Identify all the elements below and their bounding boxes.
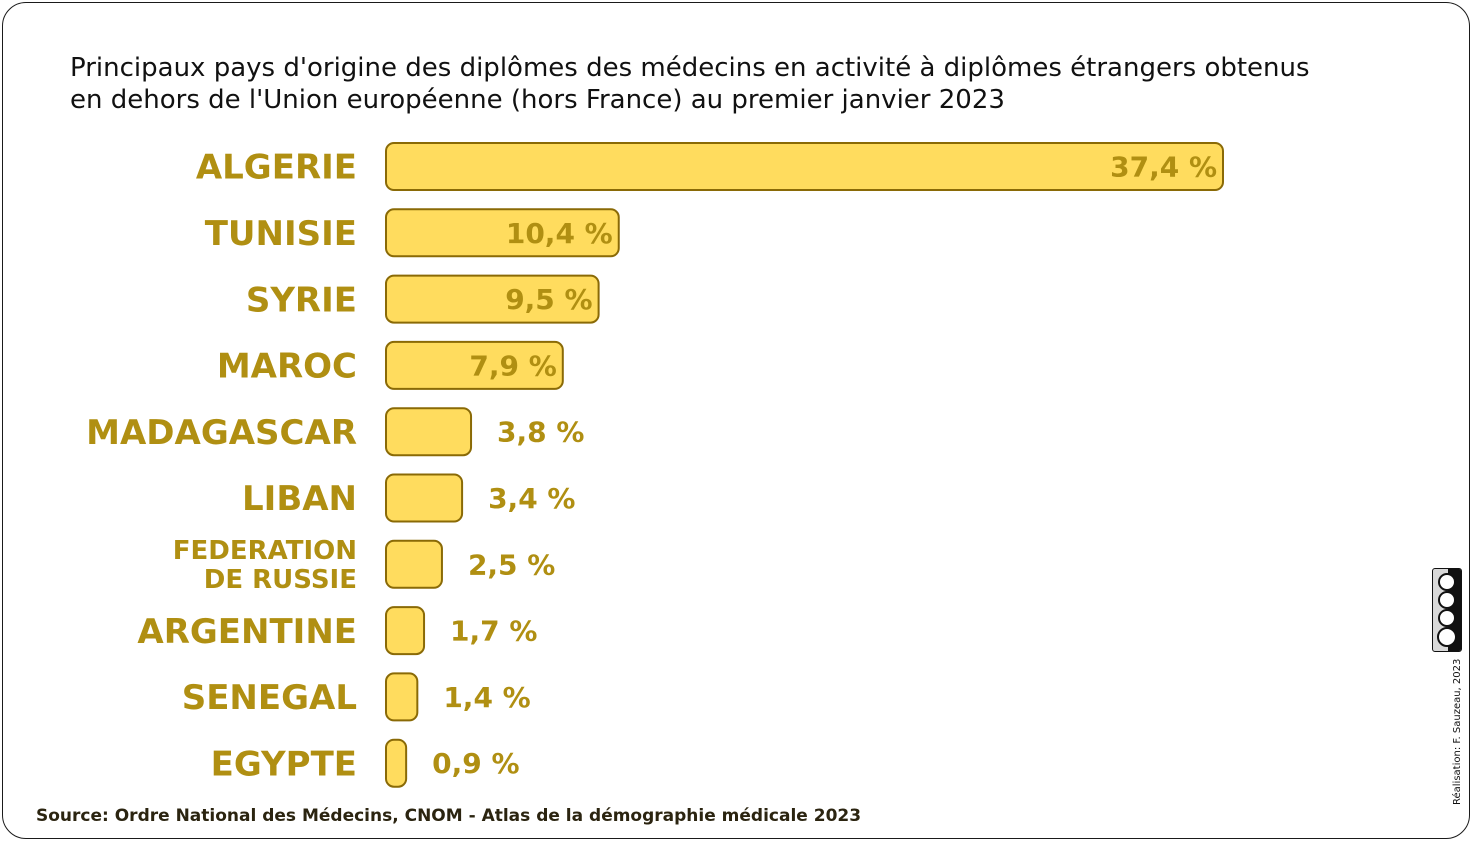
category-label-2: SYRIE — [246, 280, 357, 320]
cc-by-nc-sa-icon — [1432, 568, 1462, 652]
category-label-0: ALGERIE — [196, 148, 357, 188]
bar-1 — [385, 208, 620, 258]
bar-4 — [385, 407, 473, 457]
category-label-1: TUNISIE — [205, 214, 357, 254]
category-label-9: EGYPTE — [211, 744, 357, 784]
value-label-7: 1,7 % — [450, 615, 537, 648]
bar-2 — [385, 274, 600, 324]
category-label-3: MAROC — [217, 347, 357, 387]
bar-5 — [385, 473, 464, 523]
value-label-3: 7,9 % — [469, 349, 556, 382]
bar-3 — [385, 340, 564, 390]
value-label-2: 9,5 % — [505, 283, 592, 316]
category-label-8: SENEGAL — [182, 678, 357, 718]
source-note: Source: Ordre National des Médecins, CNO… — [36, 806, 862, 826]
value-label-8: 1,4 % — [443, 681, 530, 714]
value-label-9: 0,9 % — [432, 747, 519, 780]
value-label-5: 3,4 % — [488, 482, 575, 515]
bar-7 — [385, 606, 426, 656]
bar-9 — [385, 738, 408, 788]
category-label-5: LIBAN — [242, 479, 357, 519]
category-label-6: FEDERATION DE RUSSIE — [173, 536, 357, 595]
category-label-4: MADAGASCAR — [86, 413, 357, 453]
value-label-0: 37,4 % — [1110, 151, 1217, 184]
category-label-7: ARGENTINE — [137, 612, 357, 652]
value-label-6: 2,5 % — [468, 548, 555, 581]
value-label-1: 10,4 % — [506, 217, 613, 250]
author-credit: Réalisation: F. Sauzeau, 2023 — [1452, 658, 1463, 805]
chart-title: Principaux pays d'origine des diplômes d… — [70, 53, 1310, 115]
bar-0 — [385, 142, 1224, 191]
value-label-4: 3,8 % — [497, 416, 584, 449]
bar-8 — [385, 672, 419, 722]
bar-6 — [385, 539, 443, 589]
